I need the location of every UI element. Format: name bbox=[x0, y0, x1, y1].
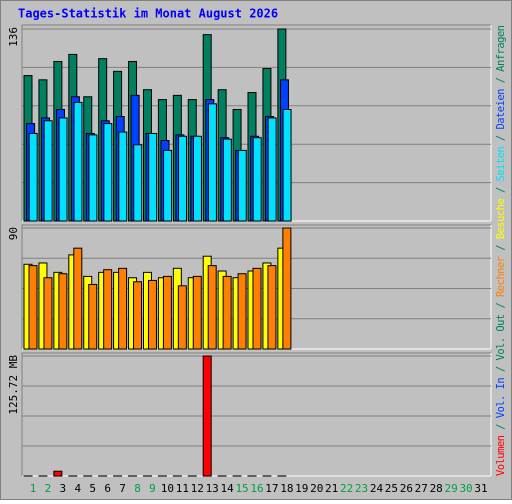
bar bbox=[164, 150, 172, 221]
bar bbox=[74, 248, 82, 349]
legend-separator: / bbox=[495, 239, 507, 257]
bar bbox=[104, 270, 112, 349]
bar bbox=[119, 268, 127, 349]
bar bbox=[283, 228, 291, 349]
bar bbox=[134, 282, 142, 349]
bar bbox=[253, 138, 261, 221]
bar bbox=[163, 276, 171, 349]
bar bbox=[238, 150, 246, 221]
legend: Volumen / Vol. In / Vol. Out / Rechner /… bbox=[495, 25, 507, 476]
legend-separator: / bbox=[495, 181, 507, 199]
bar bbox=[193, 276, 201, 349]
bar bbox=[268, 266, 276, 349]
y-tick-label: 125.72 MB bbox=[7, 355, 20, 415]
y-tick-label: 90 bbox=[7, 227, 20, 240]
legend-entry: Dateien bbox=[495, 89, 507, 130]
x-tick-label: 7 bbox=[119, 482, 126, 495]
bar bbox=[74, 102, 82, 221]
x-tick-label: 15 bbox=[235, 482, 248, 495]
x-tick-label: 21 bbox=[325, 482, 338, 495]
bar bbox=[179, 136, 187, 221]
legend-entry: Anfragen bbox=[495, 25, 507, 72]
x-tick-label: 31 bbox=[474, 482, 487, 495]
bar bbox=[223, 139, 231, 221]
bar bbox=[268, 118, 276, 221]
bar bbox=[54, 471, 62, 476]
legend-separator: / bbox=[495, 418, 507, 436]
bar bbox=[89, 135, 97, 221]
x-tick-label: 4 bbox=[74, 482, 81, 495]
x-tick-label: 3 bbox=[60, 482, 67, 495]
bar bbox=[193, 136, 201, 221]
bar bbox=[253, 268, 261, 349]
x-tick-label: 16 bbox=[250, 482, 263, 495]
bar bbox=[29, 266, 37, 349]
legend-entry: Besuche bbox=[495, 198, 507, 239]
x-tick-label: 12 bbox=[191, 482, 204, 495]
legend-entry: Seiten bbox=[495, 146, 507, 181]
bar bbox=[283, 109, 291, 221]
bar bbox=[44, 121, 52, 221]
x-tick-label: 17 bbox=[265, 482, 278, 495]
bar bbox=[104, 124, 112, 221]
x-tick-label: 30 bbox=[459, 482, 472, 495]
legend-entry: Vol. Out bbox=[495, 314, 507, 361]
x-tick-label: 10 bbox=[161, 482, 174, 495]
bar bbox=[134, 145, 142, 221]
x-tick-label: 6 bbox=[104, 482, 111, 495]
x-tick-label: 24 bbox=[370, 482, 384, 495]
x-tick-label: 2 bbox=[45, 482, 52, 495]
x-tick-label: 19 bbox=[295, 482, 308, 495]
bar bbox=[238, 274, 246, 349]
x-tick-label: 20 bbox=[310, 482, 323, 495]
x-tick-label: 9 bbox=[149, 482, 156, 495]
panel bbox=[22, 353, 491, 476]
bar bbox=[223, 276, 231, 349]
bar bbox=[149, 133, 157, 221]
bar bbox=[148, 280, 156, 349]
x-tick-label: 28 bbox=[430, 482, 443, 495]
x-tick-label: 23 bbox=[355, 482, 368, 495]
bar bbox=[119, 132, 127, 221]
bar bbox=[59, 118, 67, 221]
x-tick-label: 25 bbox=[385, 482, 398, 495]
bar bbox=[89, 284, 97, 349]
x-tick-label: 14 bbox=[221, 482, 235, 495]
y-tick-label: 136 bbox=[7, 27, 20, 47]
legend-separator: / bbox=[495, 129, 507, 147]
x-tick-label: 26 bbox=[400, 482, 413, 495]
x-tick-label: 22 bbox=[340, 482, 353, 495]
legend-separator: / bbox=[495, 360, 507, 378]
x-tick-label: 18 bbox=[280, 482, 293, 495]
bar bbox=[178, 286, 186, 349]
x-tick-label: 5 bbox=[89, 482, 96, 495]
bar bbox=[203, 356, 211, 476]
legend-entry: Vol. In bbox=[495, 377, 507, 418]
bar bbox=[59, 274, 67, 349]
x-tick-label: 8 bbox=[134, 482, 141, 495]
bar bbox=[208, 104, 216, 221]
x-tick-label: 1 bbox=[30, 482, 37, 495]
x-tick-label: 29 bbox=[445, 482, 458, 495]
bar bbox=[29, 133, 37, 221]
x-tick-label: 11 bbox=[176, 482, 189, 495]
bar bbox=[208, 266, 216, 349]
legend-separator: / bbox=[495, 296, 507, 314]
legend-entry: Rechner bbox=[495, 256, 507, 297]
chart-title: Tages-Statistik im Monat August 2026 bbox=[18, 7, 278, 21]
x-tick-label: 13 bbox=[206, 482, 219, 495]
bar bbox=[44, 278, 52, 349]
legend-entry: Volumen bbox=[495, 435, 507, 476]
x-tick-label: 27 bbox=[415, 482, 428, 495]
legend-separator: / bbox=[495, 71, 507, 89]
